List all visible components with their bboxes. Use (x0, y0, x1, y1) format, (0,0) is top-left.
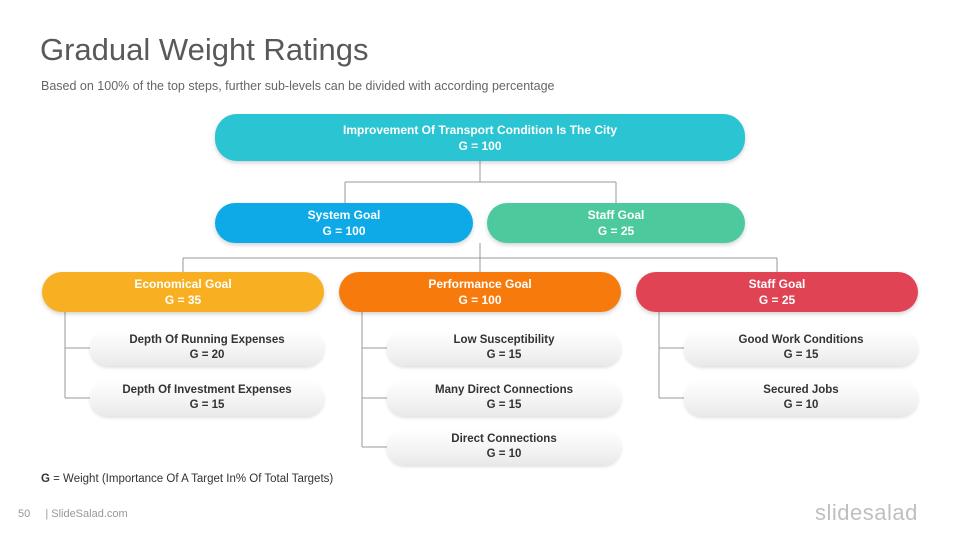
root-node: Improvement Of Transport Condition Is Th… (215, 114, 745, 161)
economical-goal-label: Economical Goal (134, 277, 232, 291)
leaf-node: Direct Connections G = 10 (387, 429, 621, 465)
slide-subtitle: Based on 100% of the top steps, further … (41, 79, 555, 93)
leaf-node-label: Secured Jobs (763, 384, 839, 396)
performance-goal-node: Performance Goal G = 100 (339, 272, 621, 312)
leaf-node-value: G = 15 (189, 399, 225, 411)
leaf-node-label: Low Susceptibility (453, 334, 555, 346)
system-goal-label: System Goal (307, 208, 381, 222)
leaf-node-value: G = 20 (189, 349, 225, 361)
staff-goal-value: G = 25 (758, 293, 796, 307)
legend-text: = Weight (Importance Of A Target In% Of … (49, 473, 334, 485)
leaf-node-label: Direct Connections (451, 433, 557, 445)
leaf-node: Low Susceptibility G = 15 (387, 330, 621, 366)
leaf-node-label: Depth Of Running Expenses (129, 334, 285, 346)
leaf-node: Depth Of Investment Expenses G = 15 (90, 380, 324, 416)
staff-goal-node: Staff Goal G = 25 (636, 272, 918, 312)
leaf-node-label: Many Direct Connections (434, 384, 574, 396)
leaf-node: Good Work Conditions G = 15 (684, 330, 918, 366)
leaf-node-value: G = 10 (486, 448, 522, 460)
slide-title: Gradual Weight Ratings (40, 32, 369, 67)
staff-goal-top-label: Staff Goal (587, 208, 645, 222)
leaf-node-value: G = 15 (486, 349, 522, 361)
leaf-node: Depth Of Running Expenses G = 20 (90, 330, 324, 366)
footer-site: | SlideSalad.com (45, 508, 128, 520)
leaf-node: Many Direct Connections G = 15 (387, 380, 621, 416)
leaf-node-value: G = 15 (783, 349, 819, 361)
footer: 50 | SlideSalad.com (18, 508, 128, 520)
performance-goal-label: Performance Goal (428, 277, 532, 291)
leaf-node-label: Depth Of Investment Expenses (122, 384, 292, 396)
legend-key: G (41, 473, 50, 485)
economical-goal-node: Economical Goal G = 35 (42, 272, 324, 312)
leaf-node-value: G = 15 (486, 399, 522, 411)
economical-goal-value: G = 35 (164, 293, 202, 307)
leaf-node-value: G = 10 (783, 399, 819, 411)
staff-goal-top-value: G = 25 (597, 224, 635, 238)
root-node-label: Improvement Of Transport Condition Is Th… (342, 122, 618, 137)
page-number: 50 (18, 508, 31, 520)
performance-goal-value: G = 100 (458, 293, 502, 307)
leaf-node-label: Good Work Conditions (738, 334, 864, 346)
root-node-value: G = 100 (458, 138, 502, 153)
system-goal-node: System Goal G = 100 (215, 203, 473, 243)
brand-logo: slidesalad (815, 500, 918, 525)
staff-goal-top-node: Staff Goal G = 25 (487, 203, 745, 243)
staff-goal-label: Staff Goal (748, 277, 806, 291)
leaf-node: Secured Jobs G = 10 (684, 380, 918, 416)
legend-note: G = Weight (Importance Of A Target In% O… (41, 473, 333, 485)
system-goal-value: G = 100 (322, 224, 366, 238)
